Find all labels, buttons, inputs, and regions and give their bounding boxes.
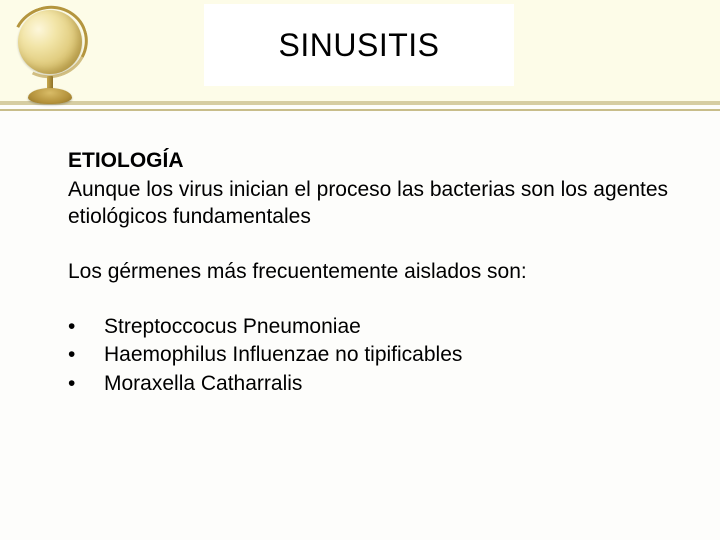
bullet-icon: •: [66, 371, 104, 398]
list-item: • Streptoccocus Pneumoniae: [66, 314, 668, 341]
title-box: SINUSITIS: [204, 4, 514, 86]
list-item-label: Haemophilus Influenzae no tipificables: [104, 342, 462, 369]
content-area: ETIOLOGÍA Aunque los virus inician el pr…: [68, 148, 668, 400]
bullet-list: • Streptoccocus Pneumoniae • Haemophilus…: [66, 314, 668, 399]
list-item-label: Streptoccocus Pneumoniae: [104, 314, 361, 341]
bullet-icon: •: [66, 342, 104, 369]
list-item-label: Moraxella Catharralis: [104, 371, 302, 398]
globe-icon: [8, 6, 96, 126]
list-item: • Moraxella Catharralis: [66, 371, 668, 398]
bullet-icon: •: [66, 314, 104, 341]
section-heading: ETIOLOGÍA: [68, 148, 668, 175]
paragraph-2: Los gérmenes más frecuentemente aislados…: [68, 259, 668, 286]
slide-title: SINUSITIS: [279, 27, 440, 64]
list-item: • Haemophilus Influenzae no tipificables: [66, 342, 668, 369]
header-underline: [0, 109, 720, 111]
paragraph-1: Aunque los virus inician el proceso las …: [68, 177, 668, 231]
